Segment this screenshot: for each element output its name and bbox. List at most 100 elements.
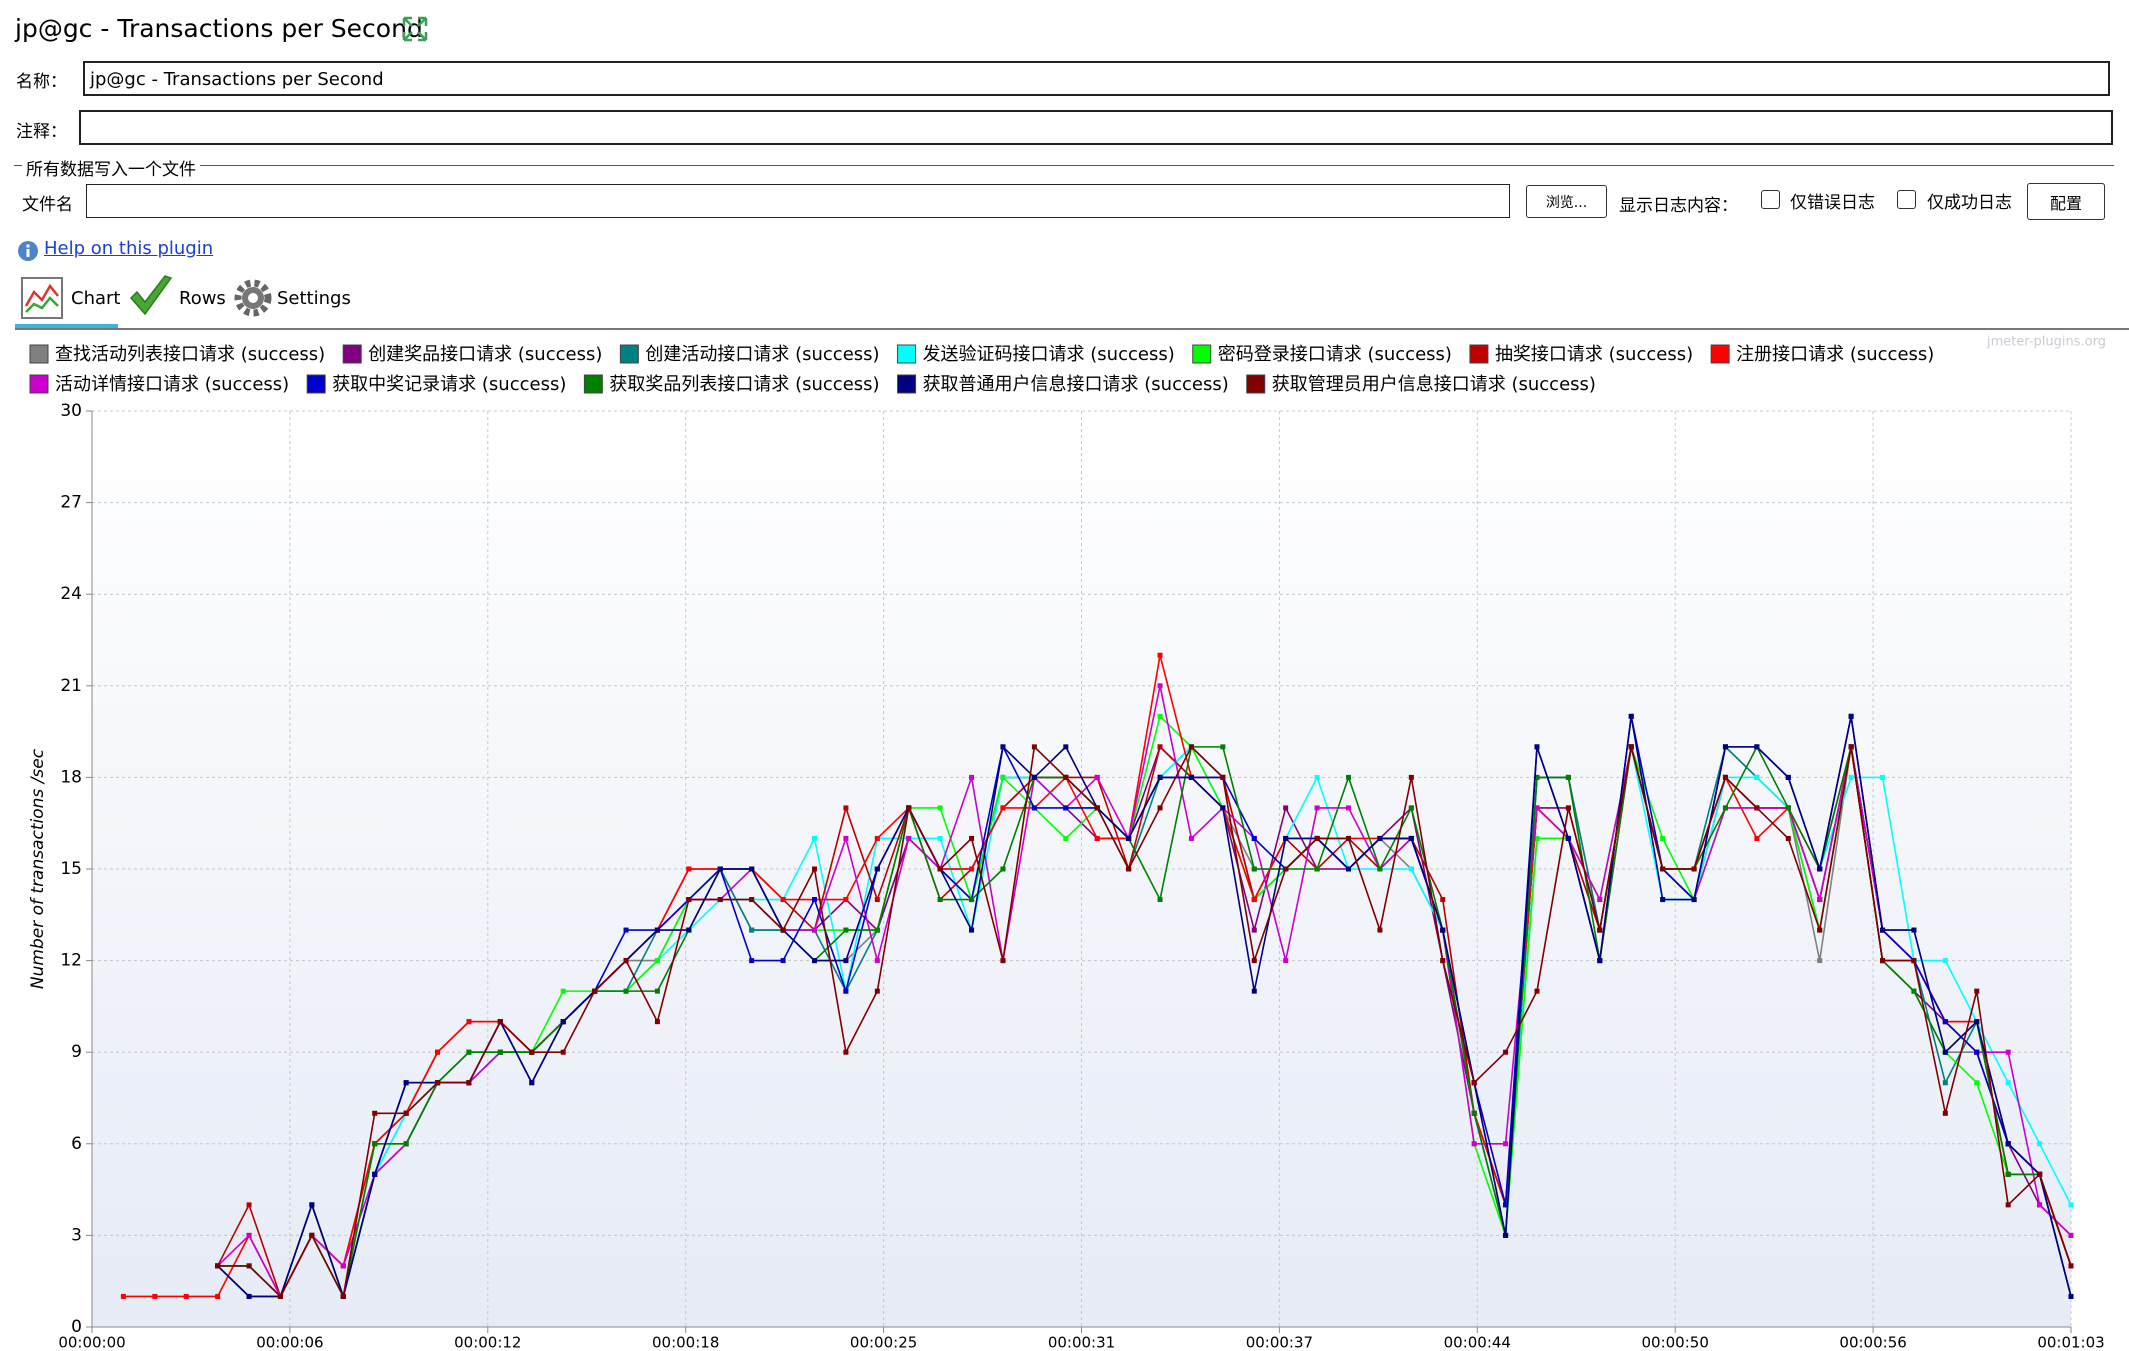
data-point: [372, 1141, 378, 1147]
tab-settings[interactable]: Settings: [277, 288, 351, 309]
legend-swatch: [1469, 344, 1489, 364]
data-point: [654, 958, 660, 964]
x-tick-label: 00:00:18: [652, 1334, 719, 1351]
data-point: [1220, 744, 1226, 750]
legend-label: 查找活动列表接口请求 (success): [55, 344, 325, 365]
data-point: [843, 927, 849, 933]
data-point: [1126, 866, 1132, 872]
help-link[interactable]: Help on this plugin: [44, 238, 214, 259]
x-tick-label: 00:00:31: [1048, 1334, 1115, 1351]
data-point: [1220, 805, 1226, 811]
data-point: [277, 1293, 283, 1299]
data-point: [1503, 1049, 1509, 1055]
series-line: [217, 716, 2072, 1300]
data-point: [1722, 774, 1728, 780]
legend-item: 注册接口请求 (success): [1710, 344, 1934, 365]
data-point: [1911, 988, 1917, 994]
data-point: [1283, 958, 1289, 964]
settings-tab-icon: [234, 279, 272, 317]
data-point: [1283, 805, 1289, 811]
data-point: [560, 1019, 566, 1025]
data-point: [874, 835, 880, 841]
configure-button[interactable]: 配置: [2027, 183, 2105, 220]
legend-swatch: [306, 374, 326, 394]
data-point: [215, 1263, 221, 1269]
data-point: [811, 866, 817, 872]
data-point: [843, 1049, 849, 1055]
data-point: [843, 835, 849, 841]
success-checkbox[interactable]: [1897, 190, 1916, 209]
data-point: [1754, 835, 1760, 841]
data-point: [937, 866, 943, 872]
chart-tab-icon: [21, 277, 63, 319]
data-point: [1660, 835, 1666, 841]
legend-label: 获取中奖记录请求 (success): [332, 374, 566, 395]
data-point: [1691, 866, 1697, 872]
legend-swatch: [1246, 374, 1266, 394]
data-point: [1880, 958, 1886, 964]
y-tick-label: 15: [60, 859, 82, 879]
data-point: [1817, 897, 1823, 903]
data-point: [969, 927, 975, 933]
legend-swatch: [29, 374, 49, 394]
data-point: [497, 1019, 503, 1025]
data-point: [811, 835, 817, 841]
legend-item: 获取管理员用户信息接口请求 (success): [1246, 374, 1596, 395]
data-point: [969, 774, 975, 780]
data-point: [246, 1202, 252, 1208]
data-point: [1157, 652, 1163, 658]
data-point: [1722, 805, 1728, 811]
name-input[interactable]: jp@gc - Transactions per Second: [83, 61, 2110, 96]
legend-swatch: [1710, 344, 1730, 364]
data-point: [717, 897, 723, 903]
success-only-label: 仅成功日志: [1927, 193, 2012, 213]
data-point: [780, 958, 786, 964]
data-point: [1377, 866, 1383, 872]
errors-checkbox[interactable]: [1761, 190, 1780, 209]
data-point: [1565, 835, 1571, 841]
data-point: [1000, 744, 1006, 750]
legend-swatch: [1192, 344, 1212, 364]
data-point: [403, 1110, 409, 1116]
y-axis-label: Number of transactions /sec: [28, 748, 48, 989]
data-point: [1220, 774, 1226, 780]
data-point: [654, 927, 660, 933]
comment-input[interactable]: [79, 110, 2113, 145]
tab-separator: [15, 328, 2129, 330]
legend-item: 抽奖接口请求 (success): [1469, 344, 1693, 365]
legend-item: 活动详情接口请求 (success): [29, 374, 289, 395]
data-point: [1126, 835, 1132, 841]
data-point: [1942, 958, 1948, 964]
file-section-title: 所有数据写入一个文件: [22, 155, 200, 180]
data-point: [969, 866, 975, 872]
comment-label: 注释：: [16, 122, 67, 142]
legend-label: 活动详情接口请求 (success): [55, 374, 289, 395]
data-point: [937, 835, 943, 841]
data-point: [1974, 1080, 1980, 1086]
legend-label: 抽奖接口请求 (success): [1495, 344, 1693, 365]
data-point: [874, 897, 880, 903]
tab-chart[interactable]: Chart: [71, 288, 121, 309]
data-point: [1565, 774, 1571, 780]
data-point: [1157, 713, 1163, 719]
browse-button[interactable]: 浏览...: [1526, 185, 1607, 218]
x-tick-label: 00:00:50: [1642, 1334, 1709, 1351]
tab-rows[interactable]: Rows: [179, 288, 226, 309]
file-input[interactable]: [86, 184, 1510, 218]
y-tick-label: 18: [60, 767, 82, 787]
data-point: [1848, 744, 1854, 750]
data-point: [1534, 805, 1540, 811]
data-point: [372, 1171, 378, 1177]
data-point: [2005, 1080, 2011, 1086]
legend-swatch: [897, 374, 917, 394]
data-point: [215, 1293, 221, 1299]
legend-item: 创建活动接口请求 (success): [619, 344, 880, 365]
data-point: [749, 897, 755, 903]
legend-item: 获取中奖记录请求 (success): [306, 374, 566, 395]
data-point: [1000, 866, 1006, 872]
data-point: [340, 1293, 346, 1299]
data-point: [1000, 805, 1006, 811]
expand-icon[interactable]: [400, 14, 430, 44]
data-point: [2068, 1232, 2074, 1238]
name-value: jp@gc - Transactions per Second: [90, 69, 384, 90]
